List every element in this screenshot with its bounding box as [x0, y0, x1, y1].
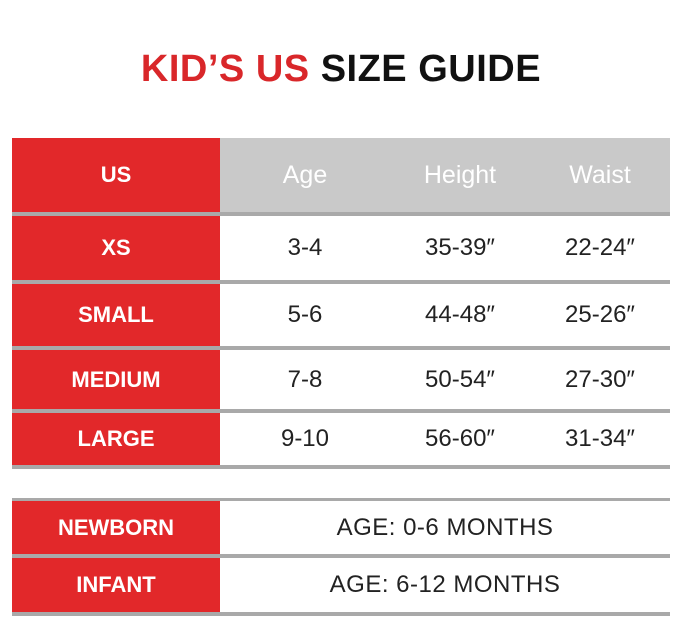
age-cell: AGE: 6-12 MONTHS: [329, 571, 561, 598]
title-black: SIZE GUIDE: [320, 48, 542, 90]
header-cell: Height: [423, 160, 497, 189]
waist-cell: 27-30″: [565, 365, 635, 393]
header-cell: Age: [282, 160, 328, 189]
size-cell: XS: [12, 216, 220, 280]
table-row: LARGE 9-10 56-60″ 31-34″: [12, 413, 670, 469]
age-cell: 3-4: [287, 234, 323, 261]
infant-row: NEWBORN AGE: 0-6 MONTHS: [12, 498, 670, 558]
waist-cell: 31-34″: [565, 425, 635, 452]
header-cell: US: [12, 138, 220, 212]
title-red: KID’S US: [140, 48, 310, 90]
header-cell: Waist: [569, 160, 631, 189]
age-cell: 7-8: [287, 365, 323, 393]
table-row: MEDIUM 7-8 50-54″ 27-30″: [12, 350, 670, 413]
height-cell: 35-39″: [425, 234, 495, 261]
height-cell: 50-54″: [425, 365, 495, 393]
size-cell: NEWBORN: [12, 501, 220, 554]
age-cell: 5-6: [287, 301, 323, 328]
height-cell: 56-60″: [425, 425, 495, 452]
title: KID’S US SIZE GUIDE: [0, 48, 682, 91]
size-cell: INFANT: [12, 558, 220, 612]
waist-cell: 25-26″: [565, 301, 635, 328]
table-row: XS 3-4 35-39″ 22-24″: [12, 216, 670, 284]
header-row: US Age Height Waist: [12, 138, 670, 216]
size-cell: LARGE: [12, 413, 220, 465]
age-cell: 9-10: [280, 425, 330, 452]
height-cell: 44-48″: [425, 301, 495, 328]
size-cell: MEDIUM: [12, 350, 220, 409]
age-cell: AGE: 0-6 MONTHS: [336, 513, 554, 541]
waist-cell: 22-24″: [565, 234, 635, 261]
infant-row: INFANT AGE: 6-12 MONTHS: [12, 558, 670, 616]
size-cell: SMALL: [12, 284, 220, 346]
table-row: SMALL 5-6 44-48″ 25-26″: [12, 284, 670, 350]
